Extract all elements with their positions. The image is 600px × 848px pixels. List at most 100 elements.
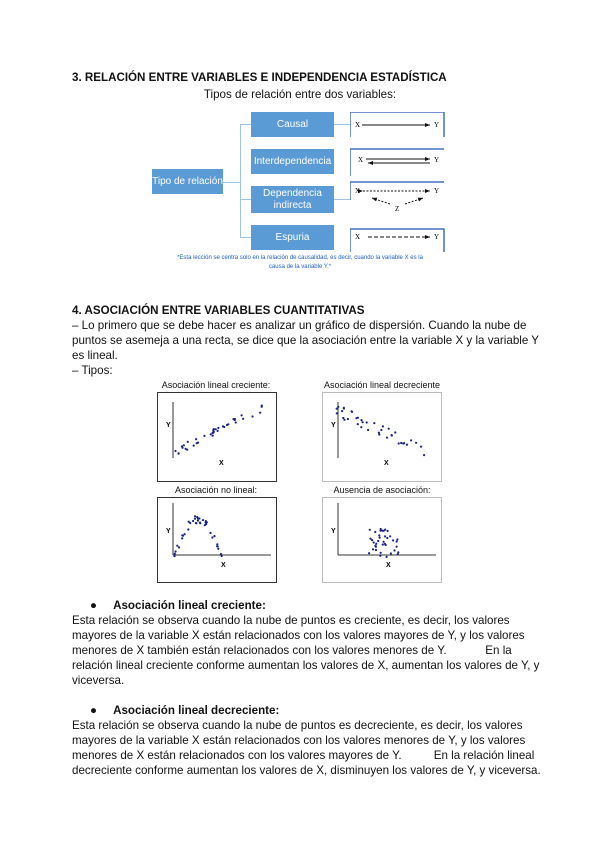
scatter-point (203, 434, 206, 437)
plot-title: Asociación lineal creciente: (161, 380, 271, 390)
scatter-plot-linear-increasing: YX (157, 392, 277, 482)
x-axis-label: X (386, 562, 391, 569)
paragraph-line: menores de X también están relacionados … (72, 644, 512, 657)
scatter-point (216, 429, 219, 432)
var-y: Y (434, 233, 439, 241)
scatter-point (360, 419, 363, 422)
scatter-point (397, 442, 400, 445)
scatter-point (195, 438, 198, 441)
plot-frame (157, 392, 277, 482)
x-axis-label: X (384, 460, 389, 467)
scatter-point (383, 542, 386, 545)
paragraph-line: viceversa. (72, 674, 125, 687)
var-x: X (355, 233, 360, 241)
scatter-point (387, 427, 390, 430)
y-axis-label: Y (331, 422, 336, 429)
scatter-point (196, 519, 199, 522)
scatter-point (192, 519, 195, 523)
scatter-point (173, 555, 176, 558)
scatter-point (375, 542, 378, 545)
scatter-point (176, 544, 179, 547)
scatter-point (217, 547, 220, 550)
scatter-point (397, 551, 400, 554)
scatter-point (211, 536, 214, 539)
scatter-point (189, 521, 192, 525)
scatter-point (199, 522, 202, 525)
scatter-point (183, 533, 186, 536)
bullet-heading: ● Asociación lineal creciente: (90, 599, 266, 612)
scatter-point (379, 527, 382, 531)
scatter-point (346, 417, 349, 421)
var-y: Y (434, 121, 439, 129)
scatter-point (181, 446, 184, 449)
intro-line: puntos se asemeja a una recta, se dice q… (72, 334, 540, 347)
plot-title: Asociación no lineal: (174, 485, 258, 495)
scatter-point (259, 411, 262, 414)
scatter-point (234, 421, 237, 424)
scatter-point (342, 416, 345, 420)
scatter-point (392, 539, 395, 542)
section-3-heading: 3. RELACIÓN ENTRE VARIABLES E INDEPENDEN… (72, 71, 447, 84)
scatter-point (187, 520, 190, 523)
scatter-point (405, 443, 409, 446)
scatter-point (192, 444, 195, 447)
var-x: X (355, 121, 360, 129)
paragraph-line: relación lineal creciente conforme aumen… (72, 659, 540, 672)
scatter-point (193, 517, 197, 520)
scatter-point (343, 418, 346, 421)
bullet-heading: ● Asociación lineal decreciente: (90, 704, 280, 717)
intro-line: – Tipos: (72, 364, 113, 377)
scatter-point (378, 536, 381, 539)
plot-title: Asociación lineal decreciente (323, 380, 441, 390)
scatter-point (389, 552, 392, 555)
scatter-point (371, 539, 374, 542)
scatter-point (209, 531, 212, 535)
scatter-point (220, 554, 223, 558)
scatter-point (385, 436, 389, 439)
scatter-point (186, 448, 189, 451)
scatter-point (367, 428, 370, 432)
bullet-title: Asociación lineal decreciente: (113, 704, 280, 717)
plot-frame (157, 497, 277, 583)
scatter-point (377, 431, 380, 434)
scatter-point (214, 428, 217, 431)
paragraph-line: mayores de la variable X están relaciona… (72, 629, 525, 642)
scatter-point (368, 528, 371, 531)
type-box-interdependencia: Interdependencia (251, 149, 334, 174)
scatter-point (372, 541, 375, 544)
scatter-point (260, 405, 263, 408)
scatter-point (396, 553, 399, 556)
scatter-point (177, 452, 180, 455)
scatter-point (177, 546, 181, 549)
scatter-point (219, 552, 223, 556)
paragraph-line: menores de X están relacionados con los … (72, 749, 535, 762)
scatter-point (381, 543, 384, 546)
scatter-plot-nonlinear: YX (157, 497, 277, 583)
scatter-point (371, 548, 375, 551)
scatter-point (386, 529, 389, 533)
scatter-point (193, 515, 197, 518)
scatter-point (173, 552, 176, 555)
scatter-point (213, 535, 216, 538)
plot-frame (322, 497, 442, 583)
scatter-point (361, 421, 364, 424)
scatter-point (379, 529, 382, 532)
scatter-point (396, 538, 399, 541)
section-4-heading: 4. ASOCIACIÓN ENTRE VARIABLES CUANTITATI… (72, 304, 365, 317)
scatter-plot-linear-decreasing: YX (322, 392, 442, 482)
scatter-point (342, 407, 345, 410)
scatter-point (382, 540, 385, 543)
paragraph-line: Esta relación se observa cuando la nube … (72, 614, 510, 627)
scatter-point (415, 441, 418, 444)
scatter-point (335, 407, 338, 410)
scatter-point (356, 416, 359, 419)
x-axis-label: X (221, 562, 226, 569)
var-z: Z (395, 205, 399, 213)
paragraph-line: decreciente conforme aumentan los valore… (72, 764, 541, 777)
y-axis-label: Y (331, 528, 336, 535)
scatter-point (378, 433, 381, 436)
scatter-point (174, 550, 177, 553)
scatter-point (382, 529, 385, 532)
scatter-point (196, 516, 199, 519)
type-box-espuria: Espuria (251, 225, 334, 250)
